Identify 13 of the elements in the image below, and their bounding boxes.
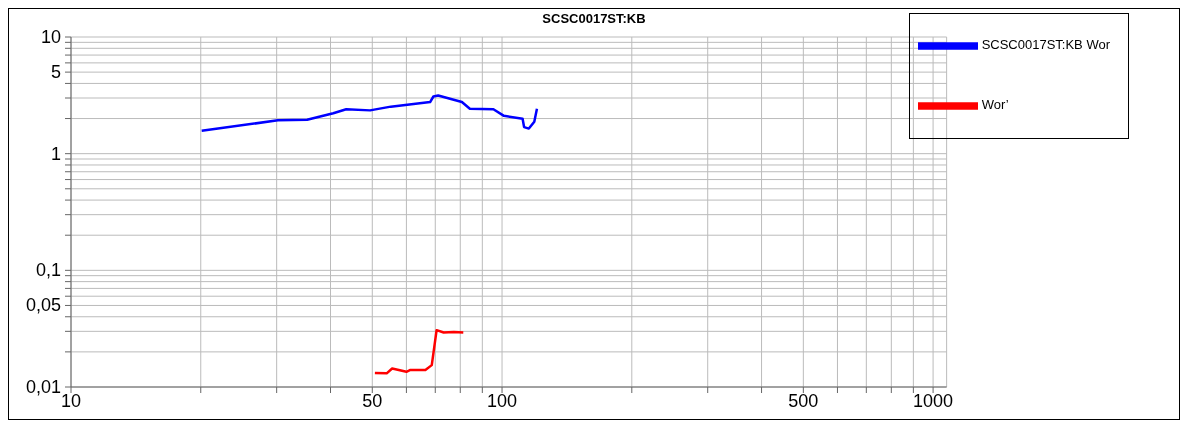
y-tick-label: 5 [50, 62, 61, 83]
y-tick-label: 0,1 [35, 260, 61, 281]
chart-title: SCSC0017ST:KB [541, 11, 647, 26]
y-tick-label: 0,05 [25, 295, 61, 316]
legend-label: SCSC0017ST:KB Wor [981, 37, 1110, 53]
legend-label: Wor’ [981, 97, 1009, 113]
x-tick-label: 100 [487, 391, 518, 411]
x-tick-label: 1000 [913, 391, 954, 411]
y-tick-label: 0,01 [25, 377, 61, 397]
x-tick-label: 500 [788, 391, 819, 411]
y-tick-label: 10 [40, 27, 61, 47]
y-tick-label: 1 [50, 143, 61, 164]
x-tick-label: 50 [362, 391, 383, 411]
